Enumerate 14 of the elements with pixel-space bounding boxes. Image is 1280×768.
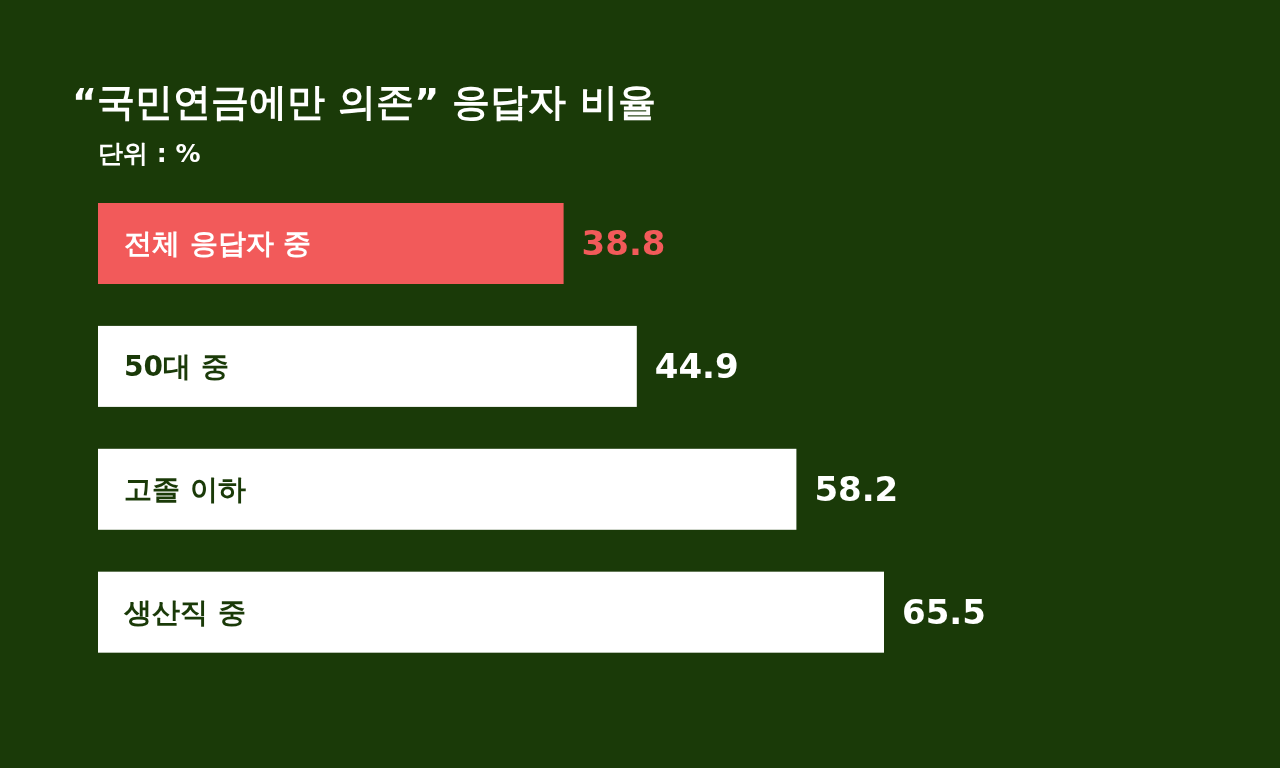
- chart-title: “국민연금에만 의존” 응답자 비율: [72, 80, 656, 124]
- data-label: 58.2: [814, 469, 899, 510]
- data-label: 44.9: [654, 346, 739, 387]
- y-tick-label: 생산직 중: [123, 595, 246, 629]
- y-tick-label: 50대 중: [124, 350, 229, 384]
- y-tick-label: 전체 응답자 중: [124, 227, 312, 261]
- bar: [98, 448, 797, 530]
- bar: [98, 571, 884, 653]
- data-label: 38.8: [581, 223, 666, 264]
- y-tick-label: 고졸 이하: [124, 473, 246, 507]
- bar: [98, 325, 637, 407]
- data-label: 65.5: [902, 592, 986, 633]
- chart-subtitle: 단위 : %: [98, 139, 201, 168]
- bar: [98, 203, 564, 284]
